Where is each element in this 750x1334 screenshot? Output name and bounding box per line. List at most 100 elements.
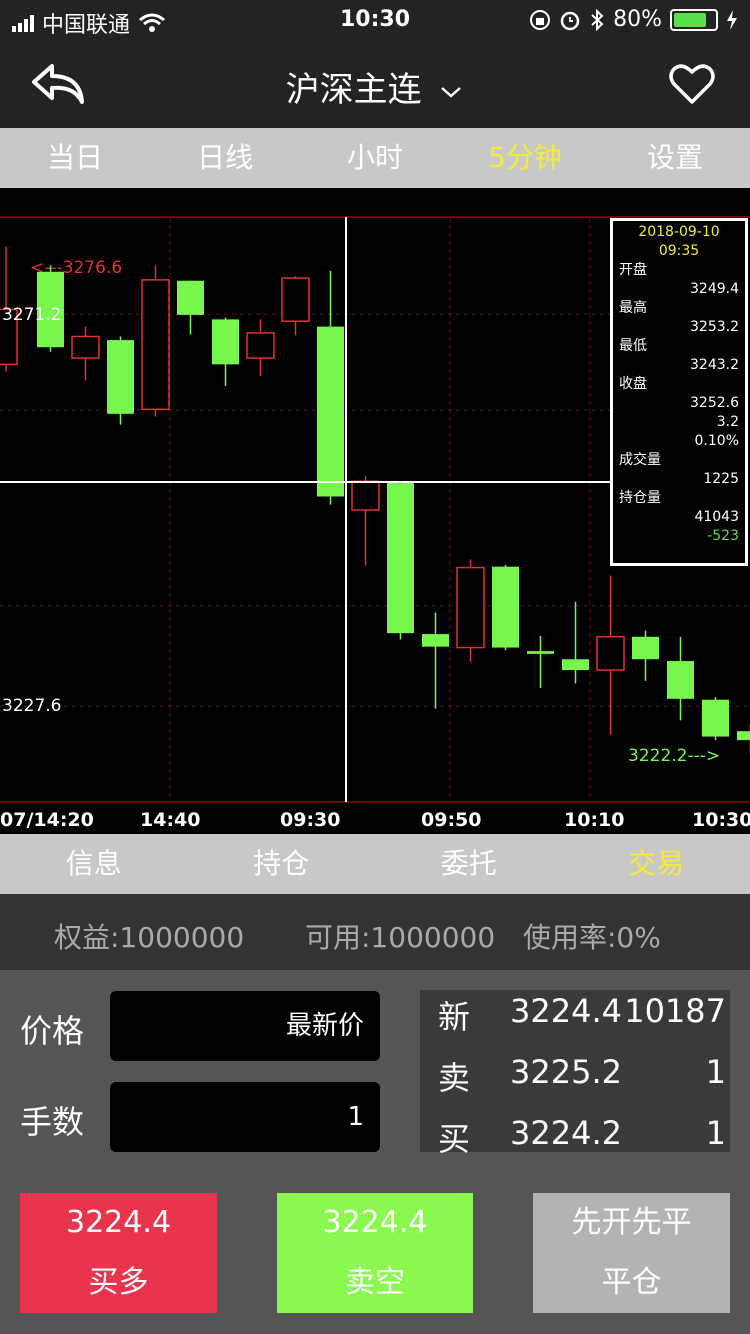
candle-body [246, 332, 275, 359]
low-marker-label: 3222.2---> [628, 746, 720, 766]
tab-positions[interactable]: 持仓 [253, 847, 310, 880]
candle-body [562, 659, 589, 671]
tab-daily[interactable]: 日线 [196, 141, 253, 174]
info-date: 2018-09-10 [638, 224, 720, 240]
info-high-label: 最高 [619, 300, 647, 316]
page-title: 沪深主连 [285, 70, 422, 110]
battery-percent: 80% [613, 7, 662, 32]
tab-info[interactable]: 信息 [65, 847, 122, 880]
x-tick-3: 09:50 [421, 809, 481, 831]
chevron-down-icon [441, 86, 462, 98]
candle-body [387, 481, 414, 634]
info-close-label: 收盘 [619, 376, 647, 392]
x-tick-4: 10:10 [564, 809, 624, 831]
quantity-input[interactable]: 1 [110, 1082, 380, 1152]
high-marker-label: <---3276.6 [30, 258, 122, 278]
heart-icon[interactable] [668, 62, 716, 106]
usage-label: 使用率:0% [523, 921, 661, 954]
info-change: 3.2 [716, 414, 739, 430]
quote-ask-volume: 1 [705, 1053, 726, 1091]
tab-settings[interactable]: 设置 [646, 141, 703, 174]
tab-today[interactable]: 当日 [46, 141, 103, 174]
quantity-label: 手数 [20, 1103, 85, 1141]
candle-body [107, 340, 134, 414]
sell-short-price: 3224.4 [322, 1205, 428, 1240]
candle-body [212, 319, 239, 365]
candle-body [71, 335, 100, 359]
candle-body [527, 651, 554, 654]
quote-row-bid: 买 3224.2 1 [420, 1114, 730, 1168]
candle-body [456, 566, 485, 649]
info-volume-label: 成交量 [619, 452, 661, 468]
rotation-lock-icon [530, 9, 551, 30]
alarm-icon [560, 11, 580, 30]
info-oi-label: 持仓量 [619, 490, 661, 506]
x-tick-5: 10:30 [692, 809, 750, 831]
candle-body [422, 634, 449, 647]
info-change-pct: 0.10% [694, 433, 739, 449]
buy-long-label: 买多 [88, 1265, 149, 1300]
close-mode-label: 先开先平 [571, 1205, 692, 1240]
close-position-button[interactable]: 先开先平 平仓 [533, 1193, 730, 1313]
info-volume-value: 1225 [703, 471, 739, 487]
sell-short-label: 卖空 [345, 1265, 405, 1300]
bluetooth-icon [591, 8, 604, 31]
tab-hourly[interactable]: 小时 [346, 141, 403, 174]
candle-body [632, 636, 659, 660]
candle-body [281, 277, 310, 322]
quote-last-volume: 10187 [624, 992, 726, 1030]
candle-body [667, 661, 694, 699]
candle-body [0, 308, 18, 366]
period-tabs: 当日 日线 小时 5分钟 设置 [0, 128, 750, 188]
x-tick-0: 07/14:20 [0, 809, 94, 831]
candle-body [317, 326, 344, 497]
price-input[interactable]: 最新价 [110, 991, 380, 1061]
info-open-label: 开盘 [619, 262, 647, 278]
info-open-value: 3249.4 [690, 281, 739, 297]
candlestick-chart[interactable]: <---3276.6 3271.2 3227.6 3222.2---> 07/1… [0, 188, 750, 834]
status-bar: 中国联通 10:30 80% [0, 0, 750, 40]
info-close-value: 3252.6 [690, 395, 739, 411]
signal-icon [12, 14, 34, 32]
clock: 10:30 [339, 7, 411, 32]
navigation-bar: 沪深主连 [0, 40, 750, 128]
candle-body [177, 280, 204, 315]
quote-last-price: 3224.4 [510, 992, 622, 1030]
charging-icon [727, 9, 737, 30]
info-high-value: 3253.2 [690, 319, 739, 335]
quote-board: 新 3224.4 10187 卖 3225.2 1 买 3224.2 1 [420, 990, 730, 1158]
back-icon[interactable] [30, 60, 90, 108]
chart-canvas: <---3276.6 3271.2 3227.6 3222.2---> 07/1… [0, 216, 750, 831]
quote-ask-label: 卖 [438, 1059, 471, 1097]
info-oi-value: 41043 [694, 509, 739, 525]
battery-icon [670, 8, 718, 31]
quote-bid-label: 买 [438, 1120, 471, 1158]
info-low-value: 3243.2 [690, 357, 739, 373]
candle-body [141, 279, 170, 411]
tab-orders[interactable]: 委托 [440, 847, 497, 880]
panel-tabs: 信息 持仓 委托 交易 [0, 834, 750, 894]
candle-body [737, 731, 750, 741]
quote-bid-price: 3224.2 [510, 1114, 622, 1152]
buy-long-button[interactable]: 3224.4 买多 [20, 1193, 217, 1313]
price-level-upper: 3271.2 [2, 305, 61, 325]
price-level-lower: 3227.6 [2, 696, 61, 716]
candle-body [702, 699, 729, 737]
candle-body [596, 636, 625, 671]
account-summary: 权益:1000000 可用:1000000 使用率:0% [0, 894, 750, 970]
info-low-label: 最低 [619, 338, 647, 354]
equity-label: 权益:1000000 [54, 921, 245, 954]
info-time: 09:35 [658, 243, 700, 259]
trade-panel: 价格 最新价 手数 1 新 3224.4 10187 卖 3225.2 1 买 … [0, 970, 750, 1334]
buy-long-price: 3224.4 [66, 1205, 171, 1240]
tab-5min[interactable]: 5分钟 [488, 141, 562, 174]
quote-bid-volume: 1 [705, 1114, 726, 1152]
contract-selector[interactable]: 沪深主连 [0, 62, 750, 111]
quote-last-label: 新 [438, 998, 471, 1036]
x-tick-1: 14:40 [140, 809, 200, 831]
x-tick-2: 09:30 [280, 809, 340, 831]
info-oi-change: -523 [707, 528, 739, 544]
tab-trade[interactable]: 交易 [628, 847, 685, 880]
sell-short-button[interactable]: 3224.4 卖空 [277, 1193, 473, 1313]
quote-row-ask: 卖 3225.2 1 [420, 1053, 730, 1107]
